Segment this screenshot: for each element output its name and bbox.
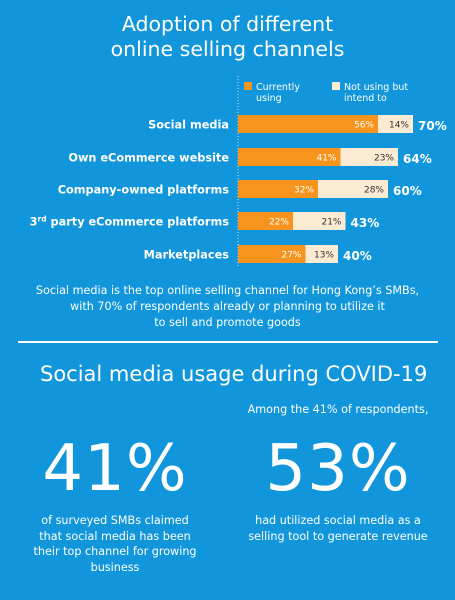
bar-total-label: 40% [343, 249, 372, 263]
bar-value-label: 22% [269, 218, 289, 228]
bar-total-label: 70% [418, 119, 447, 133]
category-label: Company-owned platforms [58, 184, 230, 197]
chart-title: Adoption of different online selling cha… [0, 12, 455, 62]
bar-value-label: 23% [374, 154, 394, 164]
stat-left-desc-line: business [90, 560, 140, 574]
stat-left-desc-line: their top channel for growing [33, 545, 197, 558]
stat-left-desc-line: of surveyed SMBs claimed [41, 514, 189, 527]
bar-currently-using [238, 245, 306, 263]
stat-right-value: 53% [265, 432, 411, 506]
bar-value-label: 27% [281, 251, 301, 261]
legend-swatch [332, 82, 340, 90]
bar-value-label: 21% [321, 218, 341, 228]
bar-currently-using [238, 115, 378, 133]
bar-currently-using [238, 148, 341, 166]
caption-line2: with 70% of respondents already or plann… [70, 300, 385, 313]
bar-value-label: 32% [294, 186, 314, 196]
section-divider [18, 341, 438, 343]
chart-title-line1: Adoption of different [121, 12, 334, 36]
legend-label: Currently [256, 82, 300, 93]
caption-line3: to sell and promote goods [154, 316, 301, 329]
category-label: 3rd party eCommerce platforms [30, 215, 230, 229]
bar-total-label: 43% [351, 216, 380, 230]
legend-swatch [244, 82, 252, 90]
stat-right-desc-line: had utilized social media as a [255, 514, 421, 527]
bar-value-label: 56% [354, 121, 374, 131]
caption-line1: Social media is the top online selling c… [35, 284, 420, 297]
chart-caption: Social media is the top online selling c… [20, 283, 435, 331]
stat-left-desc-line: that social media has been [39, 529, 191, 543]
stat-left-value: 41% [42, 432, 188, 506]
chart-title-line2: online selling channels [110, 37, 345, 61]
bar-value-label: 28% [364, 186, 384, 196]
section-title: Social media usage during COVID-19 [40, 362, 428, 386]
bar-value-label: 41% [316, 154, 336, 164]
stat-left-description: of surveyed SMBs claimed that social med… [30, 513, 200, 575]
bar-currently-using [238, 212, 293, 230]
bar-intend-to [340, 148, 398, 166]
bar-currently-using [238, 180, 318, 198]
legend-label: intend to [344, 93, 387, 104]
bar-intend-to [378, 115, 413, 133]
bar-total-label: 64% [403, 152, 432, 166]
bar-intend-to [318, 180, 388, 198]
legend-label: using [256, 93, 282, 104]
bar-intend-to [305, 245, 338, 263]
bar-value-label: 14% [389, 121, 409, 131]
stat-intro: Among the 41% of respondents, [247, 403, 429, 416]
bar-value-label: 13% [314, 251, 334, 261]
legend-label: Not using but [344, 82, 408, 93]
stat-right-description: had utilized social media as a selling t… [232, 513, 444, 544]
bar-total-label: 60% [393, 184, 422, 198]
category-label: Social media [148, 119, 229, 132]
stat-right-desc-line: selling tool to generate revenue [248, 529, 428, 543]
category-label: Own eCommerce website [68, 152, 229, 165]
category-label: Marketplaces [144, 249, 230, 262]
bar-intend-to [293, 212, 346, 230]
